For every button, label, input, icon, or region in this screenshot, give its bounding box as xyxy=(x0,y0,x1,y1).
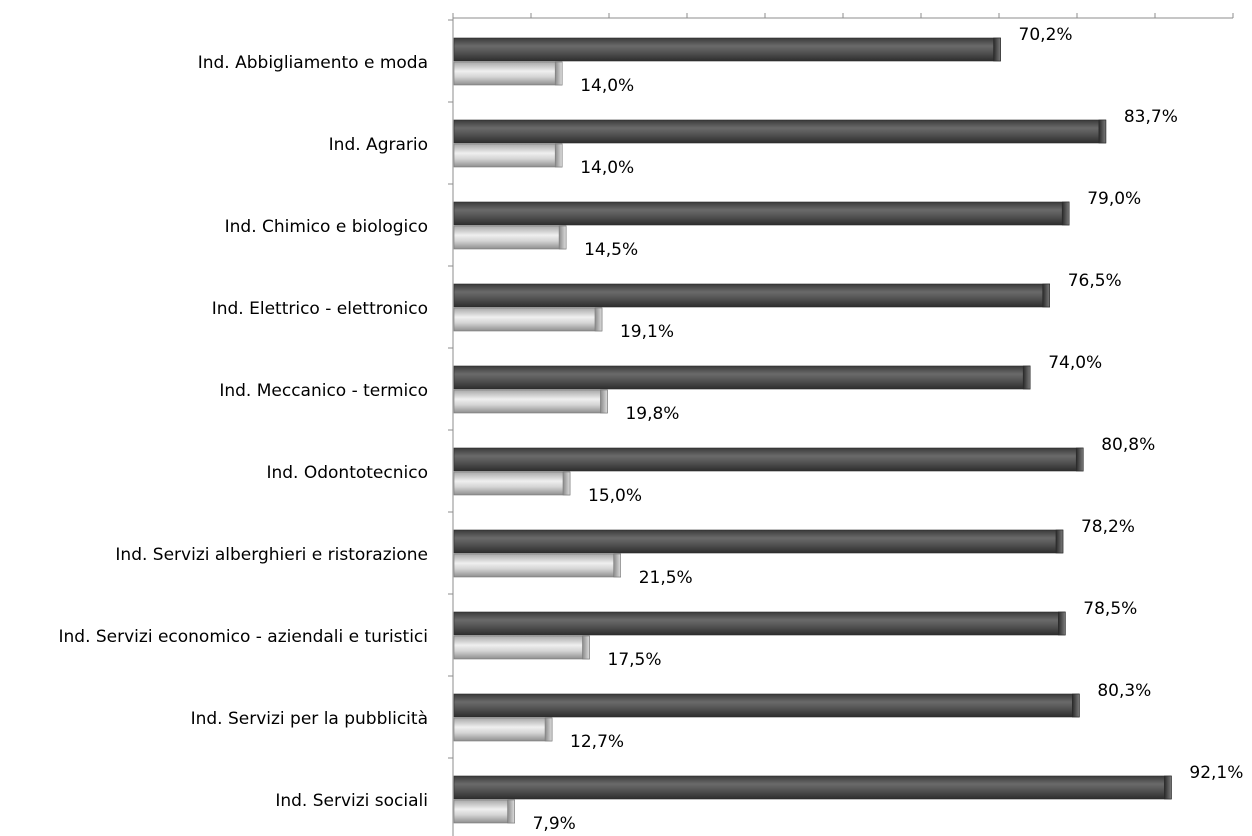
bar-end-cap xyxy=(507,799,515,824)
data-label-series-1: 92,1% xyxy=(1189,763,1243,783)
bar-end-cap xyxy=(544,717,553,742)
bar-end-cap xyxy=(554,61,563,86)
bar-end-cap xyxy=(613,553,622,578)
bar-end-cap xyxy=(1061,201,1070,226)
data-label-series-2: 7,9% xyxy=(533,814,576,834)
category-label: Ind. Servizi economico - aziendali e tur… xyxy=(58,627,428,647)
bar-series-1 xyxy=(453,611,1066,636)
bar-end-cap xyxy=(554,143,563,168)
bar-series-1 xyxy=(453,775,1172,800)
bar-end-cap xyxy=(1072,693,1080,718)
bar-series-2 xyxy=(453,717,553,742)
bar-series-1 xyxy=(453,693,1080,718)
category-label: Ind. Servizi sociali xyxy=(275,791,428,811)
bar-series-1 xyxy=(453,283,1051,308)
bar-series-2 xyxy=(453,225,567,250)
bar-end-cap xyxy=(1042,283,1050,308)
bar-series-2 xyxy=(453,389,608,414)
bar-end-cap xyxy=(562,471,571,496)
bar-series-2 xyxy=(453,635,590,660)
bar-series-2 xyxy=(453,471,571,496)
bar-end-cap xyxy=(993,37,1001,62)
bar-end-cap xyxy=(582,635,590,660)
category-label: Ind. Elettrico - elettronico xyxy=(212,299,428,319)
data-label-series-2: 14,0% xyxy=(580,76,634,96)
category-label: Ind. Abbigliamento e moda xyxy=(198,53,428,73)
bar-series-1 xyxy=(453,201,1070,226)
chart-bars xyxy=(453,37,1172,824)
bar-series-1 xyxy=(453,37,1001,62)
bar-series-1 xyxy=(453,365,1031,390)
bar-series-2 xyxy=(453,553,621,578)
bar-series-1 xyxy=(453,119,1107,144)
bar-end-cap xyxy=(600,389,608,414)
data-label-series-1: 74,0% xyxy=(1048,353,1102,373)
category-label: Ind. Agrario xyxy=(329,135,428,155)
category-label: Ind. Servizi per la pubblicità xyxy=(191,709,428,729)
chart-labels: Ind. Abbigliamento e moda 70,2% 14,0% Ind. … xyxy=(58,25,1243,834)
data-label-series-1: 76,5% xyxy=(1068,271,1122,291)
data-label-series-1: 78,5% xyxy=(1083,599,1137,619)
data-label-series-2: 17,5% xyxy=(608,650,662,670)
data-label-series-2: 21,5% xyxy=(639,568,693,588)
bar-end-cap xyxy=(594,307,603,332)
bar-series-2 xyxy=(453,143,563,168)
category-label: Ind. Odontotecnico xyxy=(266,463,428,483)
data-label-series-2: 19,1% xyxy=(620,322,674,342)
data-label-series-1: 80,8% xyxy=(1101,435,1155,455)
data-label-series-2: 19,8% xyxy=(625,404,679,424)
data-label-series-1: 83,7% xyxy=(1124,107,1178,127)
data-label-series-2: 15,0% xyxy=(588,486,642,506)
data-label-series-1: 80,3% xyxy=(1097,681,1151,701)
bar-series-1 xyxy=(453,529,1064,554)
data-label-series-2: 14,0% xyxy=(580,158,634,178)
chart-axes xyxy=(448,13,1234,836)
category-label: Ind. Meccanico - termico xyxy=(219,381,428,401)
bar-end-cap xyxy=(558,225,567,250)
bar-end-cap xyxy=(1164,775,1172,800)
bar-series-2 xyxy=(453,799,515,824)
data-label-series-1: 70,2% xyxy=(1019,25,1073,45)
bar-end-cap xyxy=(1022,365,1031,390)
bar-series-1 xyxy=(453,447,1084,472)
category-label: Ind. Servizi alberghieri e ristorazione xyxy=(115,545,428,565)
data-label-series-1: 79,0% xyxy=(1087,189,1141,209)
bar-end-cap xyxy=(1058,611,1066,636)
category-label: Ind. Chimico e biologico xyxy=(225,217,428,237)
data-label-series-2: 14,5% xyxy=(584,240,638,260)
bar-end-cap xyxy=(1098,119,1107,144)
bar-end-cap xyxy=(1055,529,1064,554)
data-label-series-2: 12,7% xyxy=(570,732,624,752)
bar-series-2 xyxy=(453,61,563,86)
bar-end-cap xyxy=(1075,447,1084,472)
data-label-series-1: 78,2% xyxy=(1081,517,1135,537)
bar-series-2 xyxy=(453,307,603,332)
